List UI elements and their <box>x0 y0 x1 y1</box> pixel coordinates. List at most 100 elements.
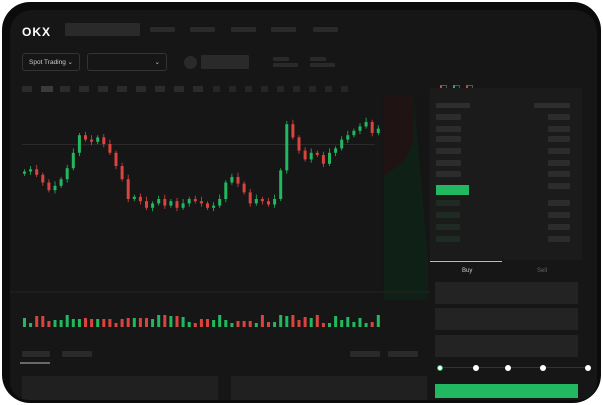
candle-body <box>370 122 374 133</box>
volume-bar <box>248 321 252 327</box>
slider-handle[interactable] <box>437 365 443 371</box>
pair-select[interactable]: ⌄ <box>87 53 167 71</box>
volume-bar <box>114 323 118 327</box>
slider-step[interactable] <box>505 365 511 371</box>
volume-bar <box>187 322 191 327</box>
slider-step[interactable] <box>585 365 591 371</box>
slider-step[interactable] <box>540 365 546 371</box>
tab-buy[interactable]: Buy <box>462 268 473 274</box>
candle-body <box>47 182 51 191</box>
tab-order-history[interactable] <box>62 351 92 357</box>
candle-body <box>340 139 344 149</box>
nav-item[interactable] <box>190 27 215 32</box>
candle-body <box>321 155 325 164</box>
volume-bar <box>151 319 155 327</box>
interval-button[interactable] <box>60 86 70 92</box>
candle-body <box>96 137 100 142</box>
leverage-slider-track[interactable] <box>440 367 590 368</box>
interval-button[interactable] <box>117 86 127 92</box>
candle-body <box>29 169 33 172</box>
volume-bar <box>90 319 94 327</box>
coin-icon <box>184 56 197 69</box>
filter-button[interactable] <box>350 351 380 357</box>
chart-tool-icon[interactable] <box>293 86 300 92</box>
volume-bar <box>108 319 112 327</box>
candle-body <box>267 201 270 205</box>
candle-body <box>303 150 307 160</box>
candle-body <box>273 199 277 205</box>
okx-logo: OKX <box>22 25 52 39</box>
chart-tool-icon[interactable] <box>309 86 316 92</box>
volume-bar <box>242 321 246 327</box>
candle-body <box>218 199 222 206</box>
candle-body <box>285 124 289 171</box>
volume-bar <box>291 315 295 327</box>
volume-bar <box>309 318 313 327</box>
candle-body <box>309 152 313 160</box>
market-select[interactable]: Spot Trading ⌄ <box>22 53 80 71</box>
amount-input[interactable] <box>435 308 578 330</box>
volume-bar <box>206 319 209 327</box>
chart-tool-icon[interactable] <box>261 86 268 92</box>
volume-bar <box>175 316 179 327</box>
volume-bar <box>212 320 216 327</box>
search-placeholder[interactable] <box>65 23 140 36</box>
nav-item[interactable] <box>271 27 296 32</box>
interval-button[interactable] <box>41 86 53 92</box>
volume-bar <box>65 315 69 327</box>
volume-bar <box>84 318 87 327</box>
volume-bar <box>126 318 130 327</box>
tab-sell[interactable]: Sell <box>537 268 548 274</box>
volume-bar <box>340 320 344 327</box>
candle-body <box>157 199 161 204</box>
volume-bar <box>267 322 270 327</box>
chart-tool-icon[interactable] <box>277 86 284 92</box>
volume-bar <box>157 315 161 327</box>
pair-price <box>201 55 249 69</box>
interval-button[interactable] <box>22 86 32 92</box>
volume-bar <box>59 320 63 327</box>
interval-button[interactable] <box>174 86 184 92</box>
ask-size <box>548 126 570 132</box>
volume-bar <box>163 315 167 327</box>
candle-body <box>352 130 356 136</box>
candle-body <box>260 199 264 202</box>
interval-button[interactable] <box>155 86 165 92</box>
nav-item[interactable] <box>313 27 338 32</box>
ask-price <box>436 126 461 132</box>
slider-step[interactable] <box>473 365 479 371</box>
ask-size <box>548 136 570 142</box>
interval-button[interactable] <box>193 86 203 92</box>
volume-bar <box>199 319 203 327</box>
tab-open-orders[interactable] <box>22 351 50 357</box>
candlestick-chart <box>22 117 380 327</box>
interval-button[interactable] <box>98 86 108 92</box>
candle-body <box>102 137 106 144</box>
total-input[interactable] <box>435 335 578 357</box>
interval-button[interactable] <box>79 86 89 92</box>
price-input[interactable] <box>435 282 578 304</box>
chart-tool-icon[interactable] <box>213 86 220 92</box>
bid-price <box>436 212 460 218</box>
candle-body <box>53 185 57 191</box>
candle-body <box>334 148 338 153</box>
candle-body <box>199 201 203 204</box>
ask-size <box>548 160 570 166</box>
nav-item[interactable] <box>150 27 175 32</box>
buy-button[interactable] <box>435 384 578 398</box>
last-price <box>436 185 469 195</box>
volume-bar <box>315 315 319 327</box>
chart-tool-icon[interactable] <box>341 86 348 92</box>
chart-tool-icon[interactable] <box>245 86 252 92</box>
interval-button[interactable] <box>136 86 146 92</box>
nav-item[interactable] <box>231 27 256 32</box>
chart-tool-icon[interactable] <box>229 86 236 92</box>
candle-body <box>71 152 75 169</box>
ask-depth-area <box>384 95 414 175</box>
filter-button[interactable] <box>388 351 418 357</box>
volume-bar <box>132 318 136 327</box>
candle-body <box>212 205 216 208</box>
chart-tool-icon[interactable] <box>325 86 332 92</box>
candle-body <box>248 192 252 204</box>
